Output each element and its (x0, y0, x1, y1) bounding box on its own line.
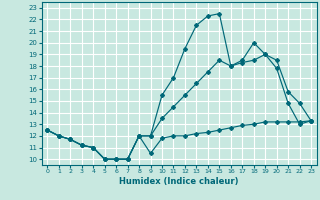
X-axis label: Humidex (Indice chaleur): Humidex (Indice chaleur) (119, 177, 239, 186)
